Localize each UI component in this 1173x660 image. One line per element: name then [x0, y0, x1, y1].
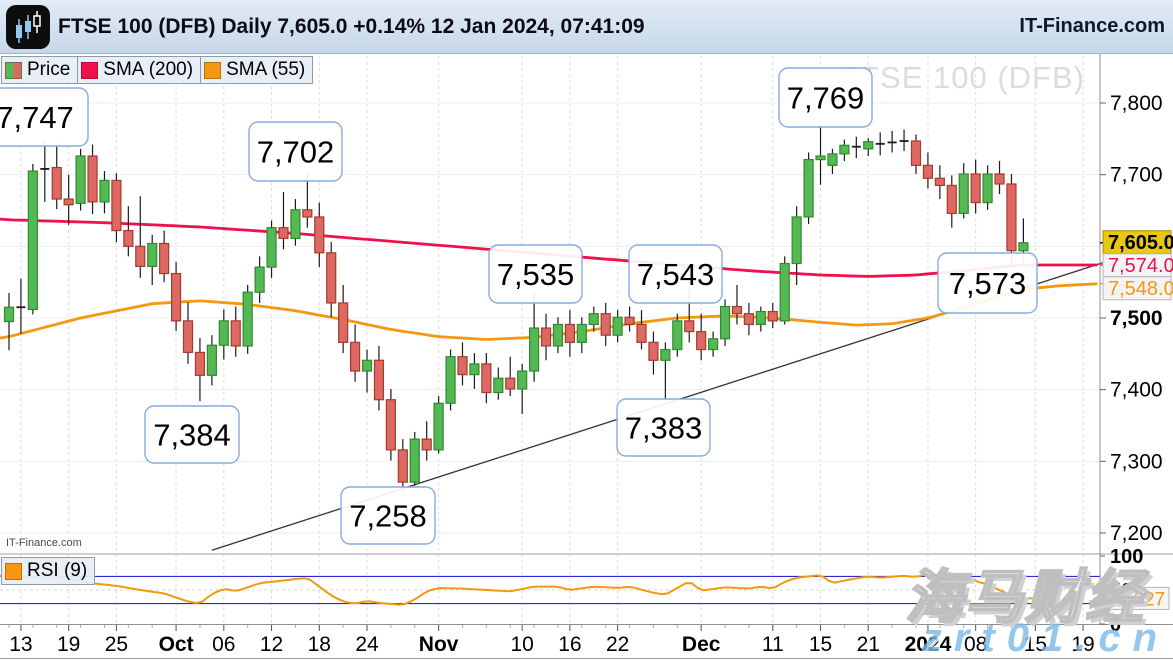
chart-title: FTSE 100 (DFB) Daily 7,605.0 +0.14% 12 J… — [58, 15, 645, 38]
legend-main-item-sma-200-[interactable]: SMA (200) — [77, 56, 202, 84]
legend-main: Price SMA (200) SMA (55) — [1, 56, 314, 84]
x-axis-label: 24 — [355, 633, 379, 656]
rsi-value-box — [1102, 586, 1170, 610]
price-callout-text: 7,535 — [497, 257, 575, 292]
rsi-axis-label: 0 — [1110, 614, 1121, 636]
x-axis-label: 18 — [308, 633, 331, 656]
price-callout-box — [248, 121, 343, 182]
price-callout-box — [0, 87, 89, 147]
price-callout-box — [628, 244, 723, 304]
x-axis-label: 10 — [510, 633, 533, 656]
app-logo-icon[interactable] — [6, 5, 50, 49]
price-callout-box — [616, 398, 711, 457]
legend-main-item-sma-55-[interactable]: SMA (55) — [200, 56, 314, 84]
legend-rsi-item-rsi-9-[interactable]: RSI (9) — [1, 557, 96, 585]
axis-price-text-sma200: 7,574.0 — [1108, 255, 1173, 277]
y-axis-label: 7,700 — [1110, 164, 1163, 187]
price-callouts: 7,747 7,702 7,769 7,535 7,543 7,573 7,384 7,383… — [0, 67, 1038, 545]
legend-main-label: SMA (200) — [103, 59, 194, 80]
price-callout-text: 7,543 — [637, 257, 715, 292]
rsi-panel — [0, 573, 1100, 606]
x-axis-label: 15 — [809, 633, 832, 656]
x-axis-label: 11 — [762, 633, 784, 656]
candlesticks — [3, 125, 1029, 492]
y-axis-label: 7,400 — [1110, 379, 1163, 402]
price-callout-text: 7,747 — [0, 100, 74, 135]
legend-main-label: Price — [27, 59, 71, 80]
site-watermark: zrt01.cn — [921, 616, 1169, 660]
legend-main-label: SMA (55) — [226, 59, 306, 80]
price-callout-text: 7,702 — [257, 135, 335, 170]
price-callout-box — [144, 405, 240, 464]
rsi-line — [0, 573, 1038, 606]
legend-rsi-swatch-icon — [5, 562, 22, 580]
price-callout-text: 7,769 — [787, 81, 865, 116]
x-axis-label: 06 — [212, 633, 235, 656]
rsi-axis: 10050037.627 — [1100, 546, 1170, 636]
legend-main-item-price[interactable]: Price — [1, 56, 79, 84]
price-callout-text: 7,258 — [349, 499, 427, 534]
x-axis: 13 19 25 Oct 06 12 18 24 Nov 10 16 22 Dec 11 15 21 2024 0… — [8, 625, 1095, 656]
x-axis-label: 22 — [606, 633, 629, 656]
y-axis: 7,800 7,700 7,500 7,400 7,300 7,200 — [1100, 92, 1163, 545]
x-axis-label: 25 — [105, 633, 128, 656]
header: FTSE 100 (DFB) Daily 7,605.0 +0.14% 12 J… — [0, 0, 1173, 54]
cn-watermark: 海马财经 — [905, 564, 1146, 631]
x-axis-label: 21 — [857, 633, 880, 656]
price-callout-box — [937, 252, 1038, 314]
legend-rsi-label: RSI (9) — [27, 560, 88, 581]
x-axis-label: Dec — [682, 633, 721, 656]
price-callout-text: 7,573 — [949, 266, 1027, 301]
x-axis-label: Nov — [419, 633, 459, 656]
x-axis-label: 19 — [57, 633, 80, 656]
legend-main-swatch-icon — [5, 61, 22, 79]
y-axis-label: 7,300 — [1110, 450, 1163, 473]
axis-price-box-sma55 — [1102, 276, 1172, 301]
legend-main-swatch-icon — [204, 61, 222, 79]
axis-price-text-sma55: 7,548.0 — [1108, 278, 1173, 300]
rsi-value-text: 37.627 — [1107, 589, 1165, 610]
price-callout-text: 7,384 — [153, 418, 231, 453]
legend-rsi: RSI (9) — [1, 557, 96, 585]
axis-price-text-last: 7,605.0 — [1108, 232, 1173, 254]
x-axis-label: 19 — [1071, 633, 1094, 656]
x-axis-label: 2024 — [905, 633, 952, 656]
symbol-watermark: FTSE 100 (DFB) — [840, 60, 1085, 95]
price-callout-box — [488, 244, 583, 304]
y-axis-label: 7,200 — [1110, 522, 1163, 545]
x-axis-label: 13 — [9, 633, 32, 656]
x-axis-label: 16 — [558, 633, 581, 656]
x-axis-label: 12 — [260, 633, 283, 656]
price-value-boxes: 7,605.07,574.07,548.0 — [1100, 230, 1173, 301]
y-axis-label: 7,800 — [1110, 92, 1163, 115]
panel-credit-text: IT-Finance.com — [4, 537, 84, 549]
rsi-axis-label: 100 — [1110, 546, 1143, 568]
legend-main-swatch-icon — [81, 61, 99, 79]
y-axis-label: 7,500 — [1110, 307, 1163, 330]
x-axis-label: 15 — [1024, 633, 1047, 656]
x-axis-label: 08 — [964, 633, 987, 656]
price-callout-text: 7,383 — [625, 411, 703, 446]
panel-borders — [0, 54, 1173, 659]
brand-link[interactable]: IT-Finance.com — [1019, 15, 1165, 37]
x-axis-label: Oct — [159, 633, 194, 656]
price-callout-box — [778, 67, 873, 128]
price-callout-box — [340, 486, 436, 545]
